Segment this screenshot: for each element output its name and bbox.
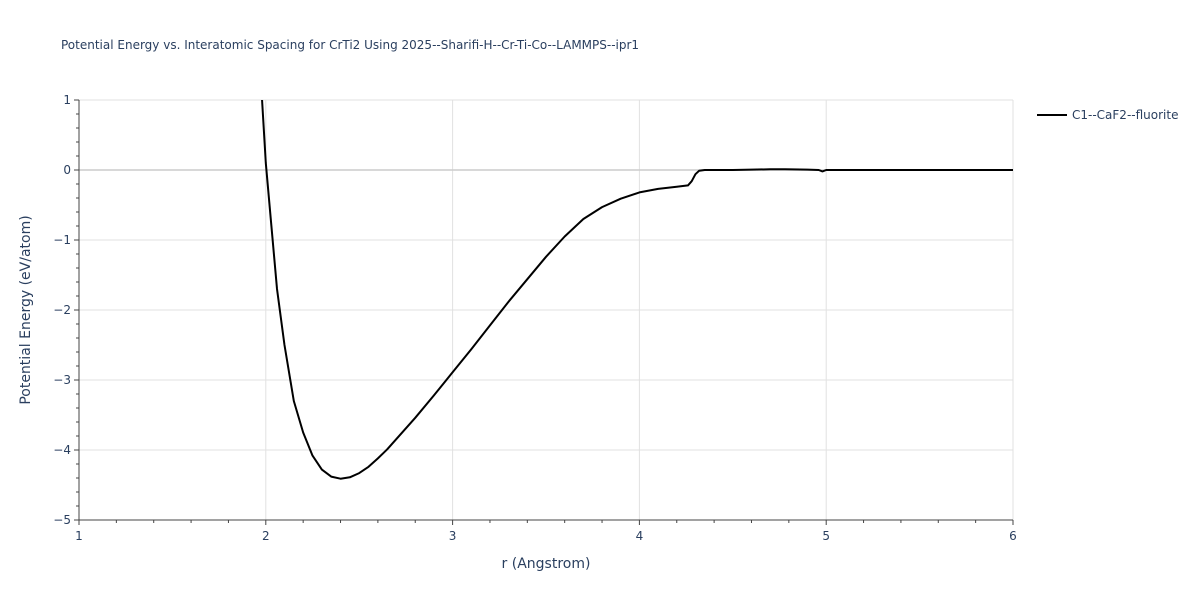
x-tick-label: 6 <box>1009 529 1017 543</box>
series-layer <box>261 99 1013 480</box>
x-tick-label: 4 <box>636 529 644 543</box>
y-axis-title: Potential Energy (eV/atom) <box>18 215 34 404</box>
y-tick-label: −1 <box>53 233 71 247</box>
x-tick-label: 3 <box>449 529 457 543</box>
y-tick-label: −4 <box>53 443 71 457</box>
grid-layer <box>79 99 1014 520</box>
legend[interactable]: C1--CaF2--fluorite <box>1037 108 1178 122</box>
y-tick-label: 1 <box>63 93 71 107</box>
y-tick-label: −3 <box>53 373 71 387</box>
x-tick-label: 2 <box>262 529 270 543</box>
x-tick-label: 5 <box>822 529 830 543</box>
x-tick-label: 1 <box>75 529 83 543</box>
y-tick-label: −5 <box>53 513 71 527</box>
y-tick-label: −2 <box>53 303 71 317</box>
chart-title: Potential Energy vs. Interatomic Spacing… <box>61 38 640 52</box>
y-tick-label: 0 <box>63 163 71 177</box>
x-axis-title: r (Angstrom) <box>502 556 591 572</box>
series-line[interactable] <box>261 99 1013 480</box>
legend-label[interactable]: C1--CaF2--fluorite <box>1072 108 1178 122</box>
axis-layer: 1 2 3 4 5 6 1 0 −1 −2 −3 −4 −5 <box>53 93 1017 543</box>
